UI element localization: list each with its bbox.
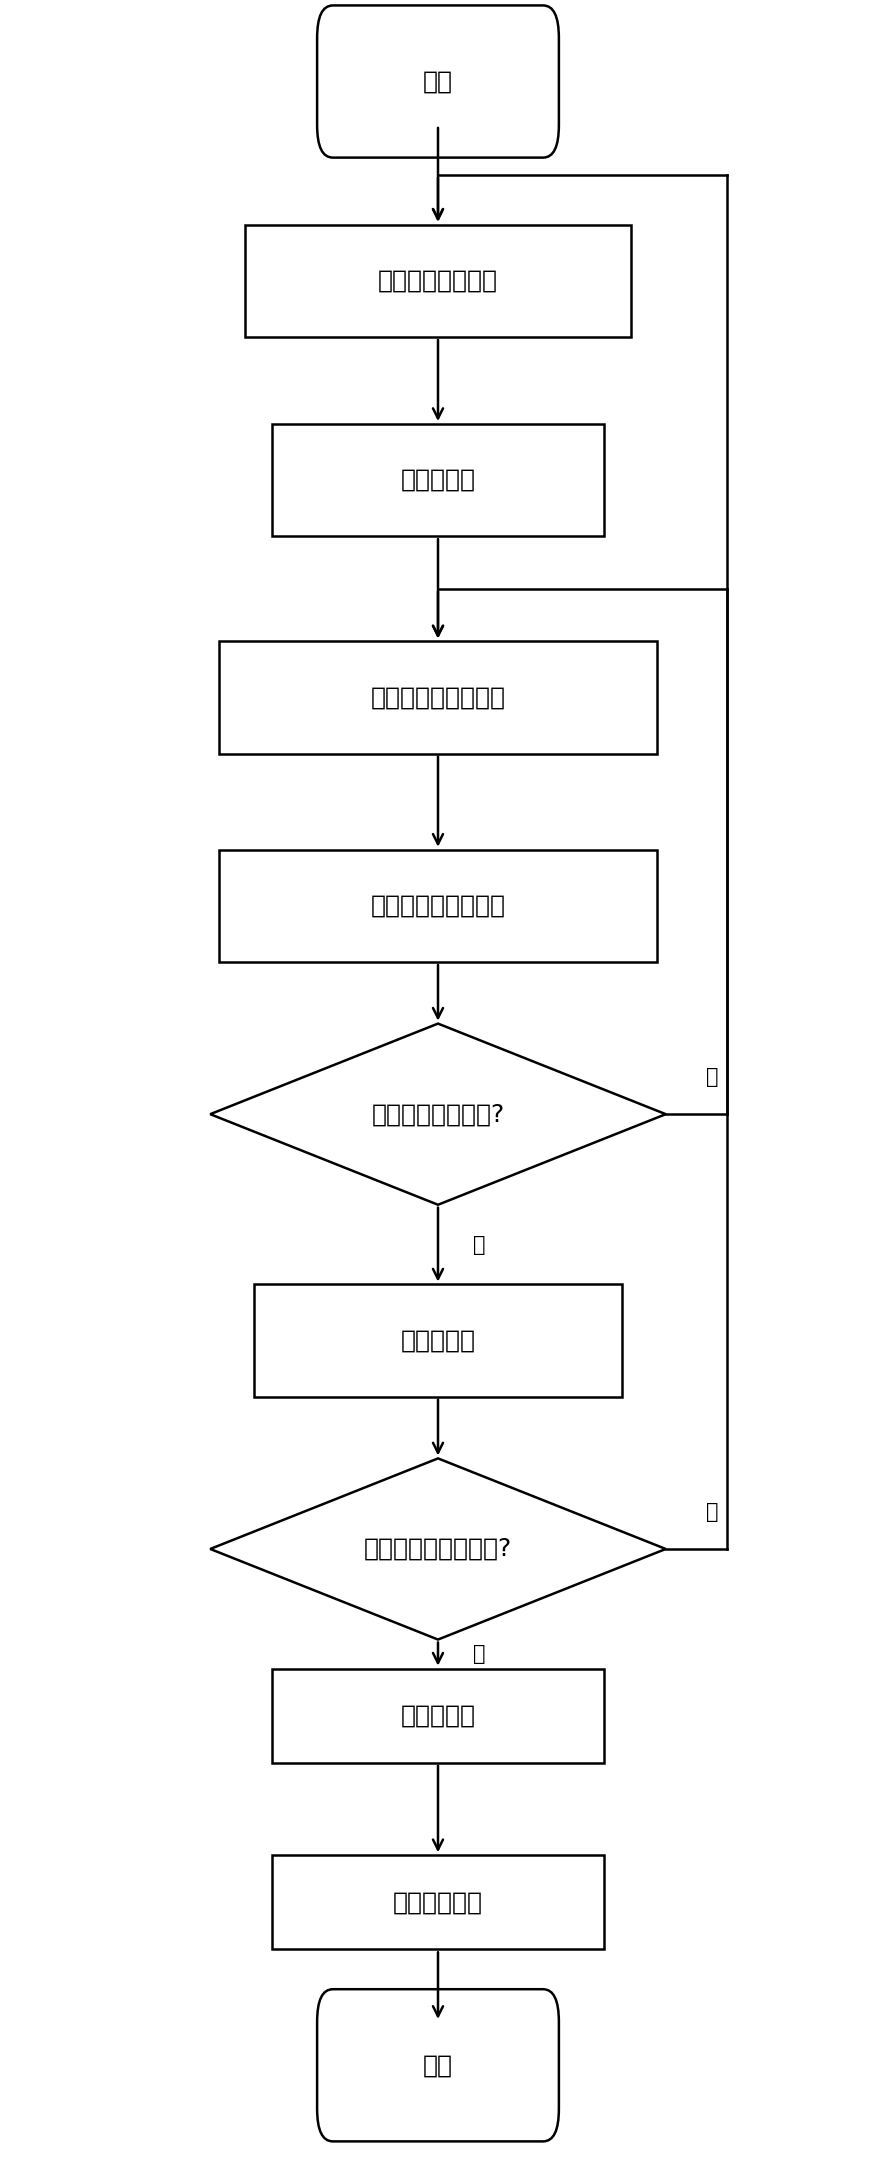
Text: 结束: 结束 (423, 2052, 453, 2078)
Text: 否: 否 (473, 1644, 485, 1663)
Bar (245, 224, 631, 337)
Text: 否: 否 (706, 1067, 718, 1087)
Polygon shape (210, 1024, 666, 1204)
Bar (272, 1670, 604, 1763)
FancyBboxPatch shape (317, 1989, 559, 2141)
Text: 深度图生成: 深度图生成 (400, 1328, 476, 1352)
Polygon shape (210, 1459, 666, 1639)
Text: 有待估深度图的图像?: 有待估深度图的图像? (364, 1537, 512, 1561)
Bar (272, 1854, 604, 1950)
Text: 选定一幅参考图像: 选定一幅参考图像 (378, 270, 498, 293)
Text: 随机初始化: 随机初始化 (400, 467, 476, 491)
Bar (219, 850, 657, 961)
Bar (254, 1285, 622, 1396)
Text: 开始: 开始 (423, 70, 453, 93)
Text: 是: 是 (473, 1235, 485, 1254)
Text: 非对称棋盘网格传播: 非对称棋盘网格传播 (371, 685, 505, 709)
Text: 深度图融合: 深度图融合 (400, 1704, 476, 1728)
Text: 稠密三维模型: 稠密三维模型 (393, 1889, 483, 1915)
FancyBboxPatch shape (317, 4, 559, 159)
Bar (272, 424, 604, 537)
Text: 多假设联合视图选择: 多假设联合视图选择 (371, 894, 505, 917)
Bar (219, 641, 657, 754)
Text: 达到预定迭代次数?: 达到预定迭代次数? (371, 1102, 505, 1126)
Text: 是: 是 (706, 1502, 718, 1522)
